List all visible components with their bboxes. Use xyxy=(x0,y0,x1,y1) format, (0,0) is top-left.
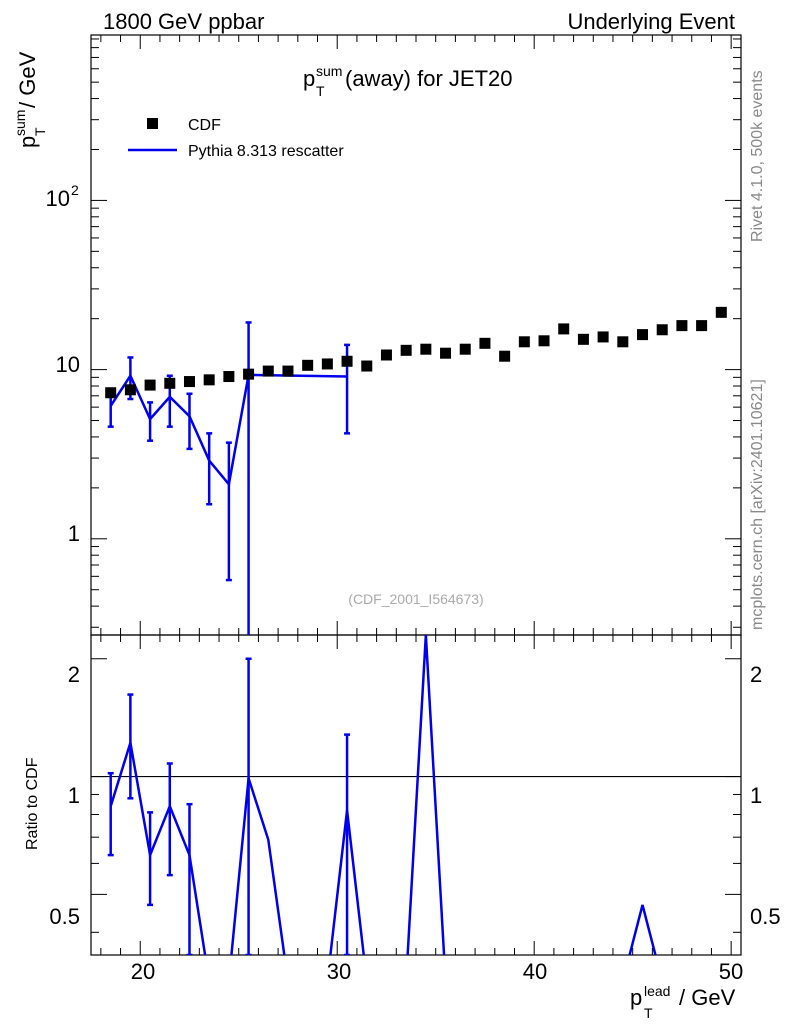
cdf-data-point xyxy=(243,368,255,380)
cdf-data-point xyxy=(440,347,452,359)
ratio-axis-label: Ratio to CDF xyxy=(24,757,41,850)
x-axis-label-sup: lead xyxy=(644,983,670,999)
ratio-tick-label-right-2: 2 xyxy=(750,662,762,687)
cdf-data-point xyxy=(380,349,392,361)
y-axis-label-rest: / GeV xyxy=(15,51,40,108)
x-axis-label: p lead T / GeV xyxy=(630,983,736,1021)
cdf-data-point xyxy=(518,336,530,348)
cdf-data-point xyxy=(676,320,688,332)
legend-label-cdf: CDF xyxy=(188,117,221,134)
cdf-data-point xyxy=(164,377,176,389)
legend: CDF Pythia 8.313 rescatter xyxy=(128,117,344,160)
y-tick-label-10: 10 xyxy=(56,352,80,377)
side-label-mcplots: mcplots.cern.ch [arXiv:2401.10621] xyxy=(749,379,766,630)
plot-title: p sum T (away) for JET20 xyxy=(303,63,513,99)
x-tick-label-20: 20 xyxy=(131,959,155,984)
axis-ticks xyxy=(91,35,741,955)
y-axis-label: p sum T / GeV xyxy=(12,51,48,148)
cdf-data-point xyxy=(420,343,432,355)
plot-title-rest: (away) for JET20 xyxy=(345,66,513,91)
cdf-data-point xyxy=(597,331,609,343)
cdf-data-point xyxy=(558,323,570,335)
main-plot-data xyxy=(105,306,727,635)
cdf-data-point xyxy=(499,350,511,362)
cdf-data-point xyxy=(715,306,727,318)
y-tick-label-1: 1 xyxy=(68,521,80,546)
x-tick-label-30: 30 xyxy=(327,959,351,984)
cdf-data-point xyxy=(361,360,373,372)
analysis-id-label: (CDF_2001_I564673) xyxy=(348,591,483,607)
cdf-data-point xyxy=(617,336,629,348)
x-tick-label-40: 40 xyxy=(523,959,547,984)
cdf-data-point xyxy=(637,329,649,341)
x-axis-label-rest: / GeV xyxy=(679,985,736,1010)
ratio-tick-label-2: 2 xyxy=(68,662,80,687)
cdf-data-point xyxy=(479,337,491,349)
x-axis-label-sub: T xyxy=(644,1005,653,1021)
cdf-data-point xyxy=(262,365,274,377)
x-tick-label-50: 50 xyxy=(719,959,743,984)
legend-marker-cdf xyxy=(147,118,158,129)
y-tick-label-100-exponent: 2 xyxy=(71,182,79,198)
plot-title-sup: sum xyxy=(316,63,342,79)
cdf-data-point xyxy=(696,320,708,332)
cdf-data-point xyxy=(538,335,550,347)
cdf-data-point xyxy=(400,344,412,356)
y-tick-label-100-base: 10 xyxy=(46,186,70,211)
header-right: Underlying Event xyxy=(567,9,735,34)
ratio-plot-data xyxy=(91,635,741,955)
ratio-tick-label-right-1: 1 xyxy=(750,783,762,808)
x-axis-label-main: p xyxy=(630,985,642,1010)
cdf-data-point xyxy=(282,365,294,377)
cdf-data-point xyxy=(183,376,195,388)
ratio-series-line xyxy=(109,635,657,955)
plot-title-sub: T xyxy=(316,83,325,99)
ratio-tick-label-0-5: 0.5 xyxy=(49,904,80,929)
side-label-rivet: Rivet 4.1.0, 500k events xyxy=(749,70,766,242)
legend-label-pythia: Pythia 8.313 rescatter xyxy=(188,143,344,160)
y-axis-label-sup: sum xyxy=(12,110,28,136)
cdf-data-point xyxy=(124,384,136,396)
ratio-tick-label-1: 1 xyxy=(68,783,80,808)
y-axis-label-sub: T xyxy=(32,127,48,136)
cdf-data-point xyxy=(302,359,314,371)
header-left: 1800 GeV ppbar xyxy=(103,9,264,34)
plot-title-main: p xyxy=(303,66,315,91)
cdf-data-point xyxy=(203,374,215,386)
cdf-data-point xyxy=(459,343,471,355)
cdf-data-point xyxy=(144,379,156,391)
cdf-data-point xyxy=(105,387,117,399)
ratio-tick-label-right-0-5: 0.5 xyxy=(750,904,781,929)
cdf-data-point xyxy=(223,371,235,383)
y-axis-label-main: p xyxy=(15,136,40,148)
cdf-data-point xyxy=(321,358,333,370)
cdf-data-point xyxy=(656,324,668,336)
cdf-data-point xyxy=(341,355,353,367)
cdf-data-point xyxy=(577,333,589,345)
